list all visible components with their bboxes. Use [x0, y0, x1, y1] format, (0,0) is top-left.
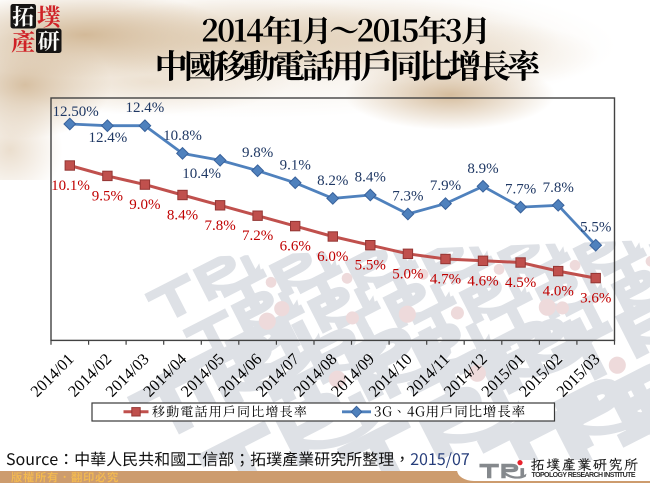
svg-text:4.0%: 4.0% [543, 284, 574, 300]
svg-text:10.4%: 10.4% [182, 166, 221, 182]
svg-text:9.0%: 9.0% [129, 197, 160, 213]
svg-text:5.5%: 5.5% [580, 220, 611, 236]
svg-text:7.7%: 7.7% [505, 182, 536, 198]
svg-text:9.1%: 9.1% [280, 157, 311, 173]
svg-text:5.5%: 5.5% [355, 258, 386, 274]
svg-text:5.0%: 5.0% [392, 266, 423, 282]
svg-text:TOPOLOGY RESEARCH INSTITUTE: TOPOLOGY RESEARCH INSTITUTE [532, 472, 636, 479]
svg-text:4.6%: 4.6% [467, 273, 498, 289]
svg-text:7.9%: 7.9% [430, 178, 461, 194]
svg-text:7.8%: 7.8% [204, 218, 235, 234]
svg-text:8.2%: 8.2% [317, 173, 348, 189]
svg-text:12.4%: 12.4% [89, 130, 128, 146]
svg-text:10.1%: 10.1% [51, 178, 90, 194]
svg-text:9.5%: 9.5% [92, 188, 123, 204]
svg-text:6.0%: 6.0% [317, 249, 348, 265]
svg-text:7.8%: 7.8% [543, 180, 574, 196]
svg-text:12.4%: 12.4% [126, 100, 165, 116]
svg-text:10.8%: 10.8% [163, 128, 202, 144]
svg-text:7.2%: 7.2% [242, 228, 273, 244]
svg-text:4.7%: 4.7% [430, 272, 461, 288]
svg-text:8.4%: 8.4% [167, 208, 198, 224]
svg-text:6.6%: 6.6% [280, 239, 311, 255]
svg-text:4.5%: 4.5% [505, 275, 536, 291]
svg-text:7.3%: 7.3% [392, 189, 423, 205]
svg-text:8.9%: 8.9% [467, 161, 498, 177]
svg-text:8.4%: 8.4% [355, 170, 386, 186]
svg-text:12.50%: 12.50% [53, 104, 99, 120]
svg-text:3.6%: 3.6% [580, 291, 611, 307]
svg-text:9.8%: 9.8% [242, 145, 273, 161]
